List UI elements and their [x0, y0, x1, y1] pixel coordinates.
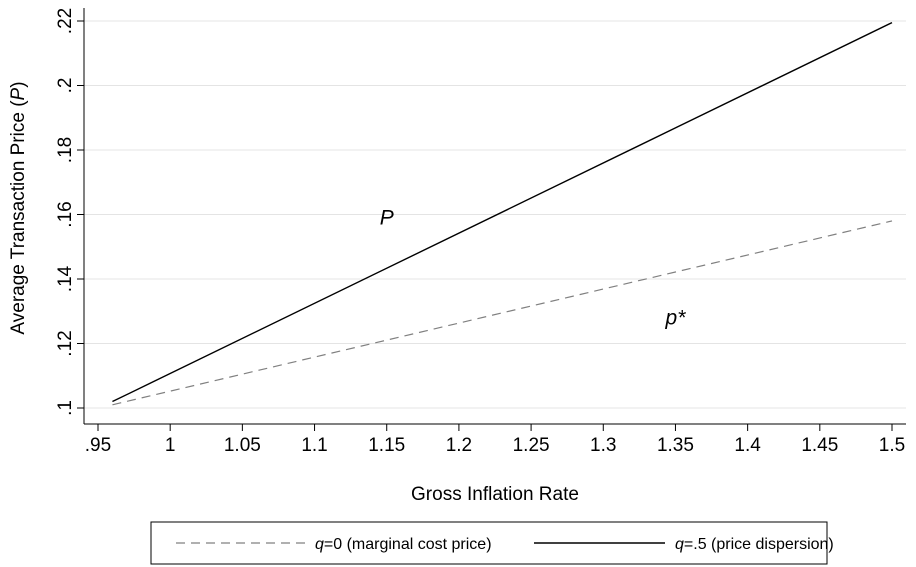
x-tick-label: 1.4 — [734, 435, 761, 456]
x-tick-label: 1 — [165, 435, 176, 456]
legend-box — [150, 521, 828, 565]
gridlines — [84, 20, 906, 409]
y-tick-label: .22 — [55, 8, 76, 34]
annotation-label: P — [380, 207, 394, 230]
series-lines — [112, 21, 893, 406]
y-tick-label: .2 — [55, 78, 76, 94]
axes: .1 .12 .14 .16 .18 .2 .22 .95 1 1.05 1.1 1.15 1.2 1.2… — [55, 8, 906, 456]
legend-label-q0-text: =0 (marginal cost price) — [324, 536, 492, 553]
x-tick-label: 1.3 — [590, 435, 616, 456]
legend-label-q0: q=0 (marginal cost price) — [315, 536, 492, 553]
x-tick-label: 1.2 — [446, 435, 472, 456]
y-axis-title-symbol: P — [8, 87, 29, 100]
x-tick-label: .95 — [85, 435, 111, 456]
x-tick-label: 1.15 — [368, 435, 405, 456]
y-tick-label: .16 — [55, 201, 76, 227]
x-tick-label: 1.05 — [224, 435, 261, 456]
y-axis-title-prefix: Average Transaction Price ( — [8, 100, 29, 335]
legend: q=0 (marginal cost price) q=.5 (price di… — [150, 521, 834, 565]
y-axis-title: Average Transaction Price (P) — [8, 81, 29, 334]
legend-label-q05-text: =.5 (price dispersion) — [684, 536, 834, 553]
x-tick-label: 1.1 — [301, 435, 327, 456]
y-tick-label: .14 — [55, 265, 76, 292]
x-tick-label: 1.45 — [801, 435, 838, 456]
series-line-q05 — [112, 21, 893, 403]
y-axis-title-suffix: ) — [8, 81, 29, 87]
x-axis-title: Gross Inflation Rate — [411, 484, 579, 505]
y-tick-label: .18 — [55, 137, 76, 163]
series-line-q0 — [112, 220, 893, 406]
x-tick-label: 1.5 — [879, 435, 905, 456]
legend-label-q0-symbol: q — [315, 536, 324, 553]
annotation-label: p* — [665, 307, 687, 330]
y-tick-label: .1 — [55, 400, 76, 416]
y-tick-label: .12 — [55, 330, 76, 356]
annotations: Pp* — [380, 207, 686, 330]
legend-label-q05: q=.5 (price dispersion) — [675, 536, 834, 553]
legend-label-q05-symbol: q — [675, 536, 684, 553]
x-tick-label: 1.25 — [513, 435, 550, 456]
x-tick-label: 1.35 — [657, 435, 694, 456]
